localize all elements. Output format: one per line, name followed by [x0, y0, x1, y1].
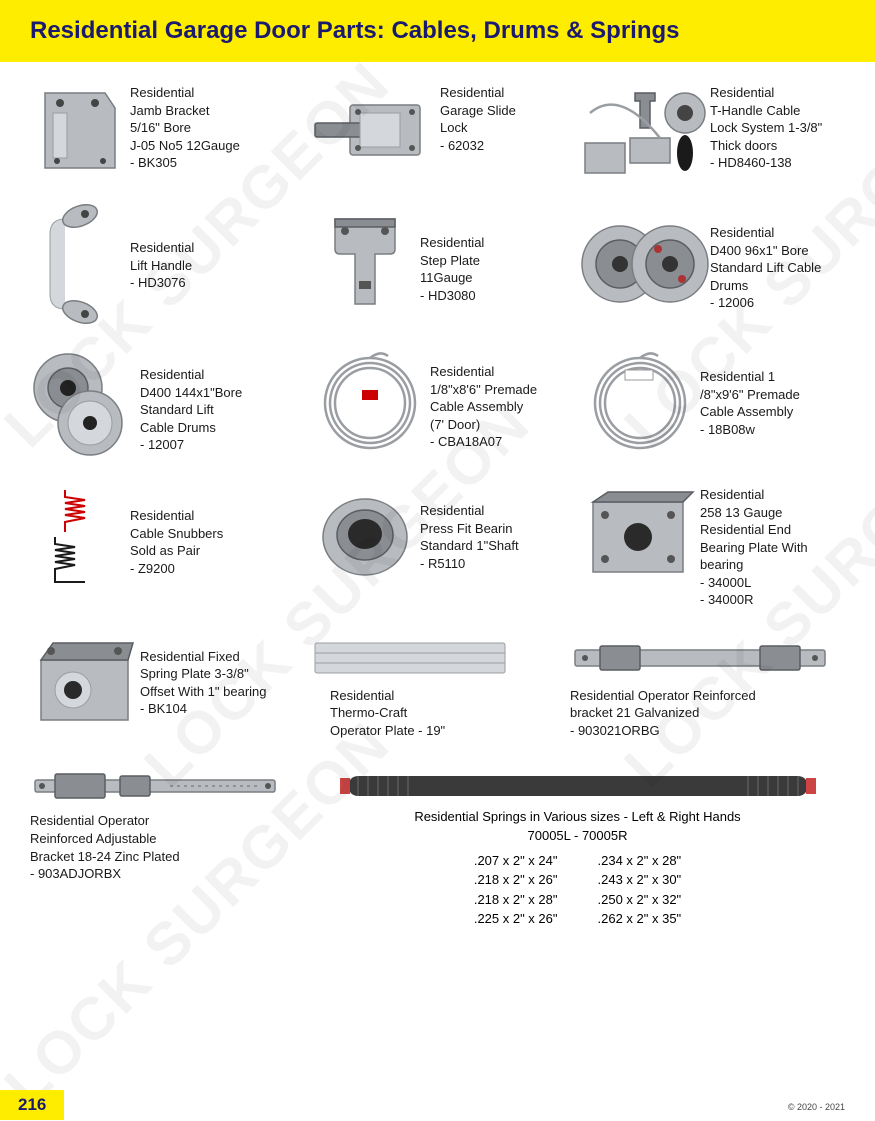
product-lift-handle: Residential Lift Handle - HD3076 — [30, 204, 310, 324]
jamb-bracket-icon — [30, 80, 130, 180]
spring-sizes-table: .207 x 2" x 24" .218 x 2" x 26" .218 x 2… — [310, 851, 845, 929]
product-text: Residential D400 96x1" Bore Standard Lif… — [710, 204, 821, 312]
product-row-1: Residential Jamb Bracket 5/16" Bore J-05… — [30, 80, 845, 180]
bearing-plate-icon — [580, 482, 700, 592]
thandle-lock-icon — [580, 80, 710, 180]
product-cable-assembly-18b08w: Residential 1 /8"x9'6" Premade Cable Ass… — [580, 348, 845, 458]
product-adjustable-bracket: Residential Operator Reinforced Adjustab… — [30, 763, 310, 882]
product-springs: Residential Springs in Various sizes - L… — [310, 763, 845, 928]
product-step-plate: Residential Step Plate 11Gauge - HD3080 — [310, 204, 580, 324]
cable-drums-icon — [580, 204, 710, 324]
product-text: Residential Step Plate 11Gauge - HD3080 — [420, 204, 484, 304]
product-row-2: Residential Lift Handle - HD3076 Residen… — [30, 204, 845, 324]
lift-handle-icon — [30, 204, 130, 324]
product-row-4: Residential Cable Snubbers Sold as Pair … — [30, 482, 845, 609]
spring-sizes-col1: .207 x 2" x 24" .218 x 2" x 26" .218 x 2… — [474, 851, 558, 929]
operator-plate-icon — [310, 633, 510, 683]
snubbers-icon — [30, 482, 130, 592]
page-title: Residential Garage Door Parts: Cables, D… — [30, 17, 680, 45]
product-text: Residential 1/8"x8'6" Premade Cable Asse… — [430, 348, 537, 451]
page-footer: 216 © 2020 - 2021 — [0, 1090, 875, 1120]
product-jamb-bracket: Residential Jamb Bracket 5/16" Bore J-05… — [30, 80, 310, 180]
product-cable-assembly-cba18a07: Residential 1/8"x8'6" Premade Cable Asse… — [310, 348, 580, 458]
catalog-content: Residential Jamb Bracket 5/16" Bore J-05… — [0, 62, 875, 939]
product-cable-drums-12006: Residential D400 96x1" Bore Standard Lif… — [580, 204, 845, 324]
spring-title: Residential Springs in Various sizes - L… — [310, 808, 845, 844]
product-text: Residential Garage Slide Lock - 62032 — [440, 80, 516, 154]
product-text: Residential Operator Reinforced Adjustab… — [30, 808, 310, 882]
product-row-5: Residential Fixed Spring Plate 3-3/8" Of… — [30, 633, 845, 740]
reinforced-bracket-icon — [570, 633, 830, 683]
slide-lock-icon — [310, 80, 440, 180]
product-text: Residential Press Fit Bearin Standard 1"… — [420, 482, 519, 572]
product-thermocraft-plate: Residential Thermo-Craft Operator Plate … — [310, 633, 570, 740]
product-text: Residential 1 /8"x9'6" Premade Cable Ass… — [700, 348, 800, 438]
page-number: 216 — [0, 1090, 64, 1120]
product-thandle-lock: Residential T-Handle Cable Lock System 1… — [580, 80, 845, 180]
product-end-bearing-plate: Residential 258 13 Gauge Residential End… — [580, 482, 845, 609]
page-header: Residential Garage Door Parts: Cables, D… — [0, 0, 875, 62]
product-press-fit-bearing: Residential Press Fit Bearin Standard 1"… — [310, 482, 580, 609]
adjustable-bracket-icon — [30, 763, 280, 808]
product-reinforced-bracket-21: Residential Operator Reinforced bracket … — [570, 633, 845, 740]
product-text: Residential Thermo-Craft Operator Plate … — [310, 683, 445, 740]
torsion-spring-icon — [328, 763, 828, 808]
product-fixed-spring-plate: Residential Fixed Spring Plate 3-3/8" Of… — [30, 633, 310, 740]
product-text: Residential Jamb Bracket 5/16" Bore J-05… — [130, 80, 240, 172]
product-text: Residential D400 144x1"Bore Standard Lif… — [140, 348, 242, 454]
product-cable-drums-12007: Residential D400 144x1"Bore Standard Lif… — [30, 348, 310, 458]
spring-plate-icon — [30, 633, 140, 733]
step-plate-icon — [310, 204, 420, 324]
product-text: Residential Cable Snubbers Sold as Pair … — [130, 482, 223, 577]
product-row-3: Residential D400 144x1"Bore Standard Lif… — [30, 348, 845, 458]
product-cable-snubbers: Residential Cable Snubbers Sold as Pair … — [30, 482, 310, 609]
product-text: Residential Fixed Spring Plate 3-3/8" Of… — [140, 633, 267, 718]
product-text: Residential T-Handle Cable Lock System 1… — [710, 80, 822, 172]
product-text: Residential 258 13 Gauge Residential End… — [700, 482, 808, 609]
spring-sizes-col2: .234 x 2" x 28" .243 x 2" x 30" .250 x 2… — [598, 851, 682, 929]
cable-drums-icon — [30, 348, 140, 458]
product-row-6: Residential Operator Reinforced Adjustab… — [30, 763, 845, 928]
cable-coil-icon — [310, 348, 430, 458]
bearing-icon — [310, 482, 420, 592]
product-text: Residential Operator Reinforced bracket … — [570, 683, 756, 740]
product-text: Residential Lift Handle - HD3076 — [130, 204, 194, 292]
copyright: © 2020 - 2021 — [788, 1102, 845, 1112]
cable-coil-icon — [580, 348, 700, 458]
product-slide-lock: Residential Garage Slide Lock - 62032 — [310, 80, 580, 180]
